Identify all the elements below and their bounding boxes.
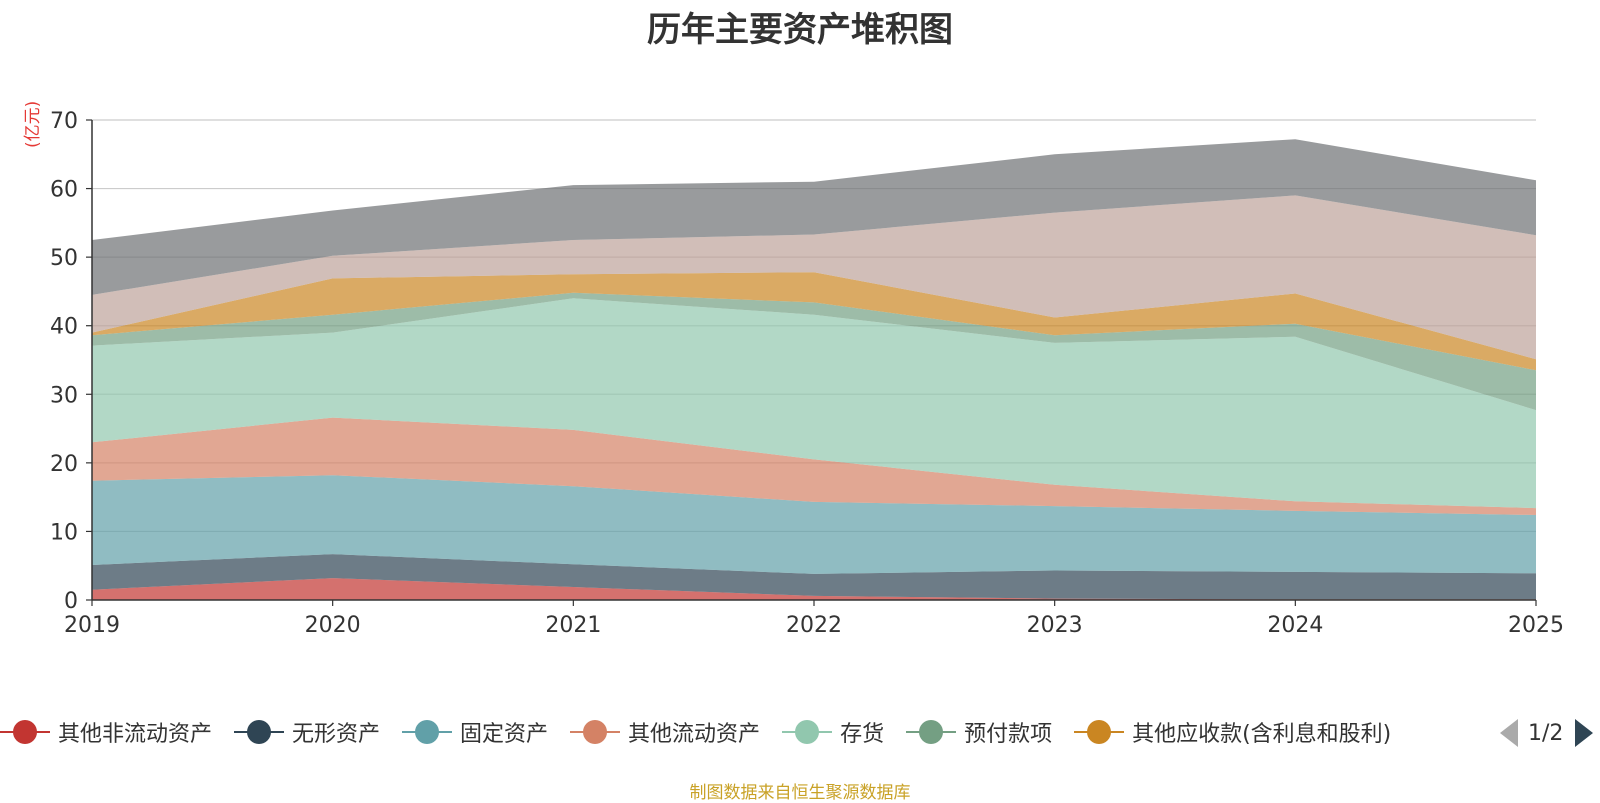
area-series-9	[92, 139, 1536, 295]
legend-item[interactable]: 固定资产	[402, 716, 548, 748]
legend-page-indicator: 1/2	[1528, 720, 1564, 746]
legend-marker-icon	[570, 720, 621, 744]
area-series-5	[92, 298, 1536, 509]
area-series-4	[92, 417, 1536, 515]
legend-label: 存货	[840, 722, 885, 747]
legend-item[interactable]: 无形资产	[234, 716, 380, 748]
legend-label: 其他非流动资产	[58, 722, 213, 747]
legend-prev-page-icon[interactable]	[1500, 719, 1518, 747]
chart-title: 历年主要资产堆积图	[647, 10, 953, 50]
legend-label: 其他应收款(含利息和股利)	[1132, 722, 1392, 747]
area-series-3	[92, 475, 1536, 574]
legend-marker-icon	[1074, 720, 1125, 744]
legend-item[interactable]: 存货	[782, 716, 884, 748]
y-tick-label: 10	[50, 520, 78, 545]
x-tick-label: 2024	[1267, 613, 1323, 638]
legend-label: 无形资产	[292, 722, 381, 747]
area-series-2	[92, 554, 1536, 600]
legend-label: 其他流动资产	[628, 722, 761, 747]
y-tick-label: 70	[50, 109, 78, 134]
x-tick-label: 2020	[305, 613, 361, 638]
area-series-8	[92, 195, 1536, 360]
y-tick-label: 60	[50, 178, 78, 203]
legend-item[interactable]: 其他流动资产	[570, 716, 760, 748]
legend-marker-icon	[402, 720, 453, 744]
legend-marker-icon	[906, 720, 957, 744]
legend-label: 固定资产	[460, 722, 549, 747]
area-series-7	[92, 272, 1536, 371]
legend-next-page-icon[interactable]	[1575, 719, 1594, 747]
legend-label: 预付款项	[964, 722, 1053, 747]
data-source-note: 制图数据来自恒生聚源数据库	[689, 783, 911, 803]
legend-marker-icon	[782, 720, 833, 744]
x-tick-label: 2021	[545, 613, 601, 638]
legend-item[interactable]: 其他应收款(含利息和股利)	[1074, 716, 1391, 748]
x-tick-label: 2025	[1508, 613, 1564, 638]
legend: 其他非流动资产 无形资产 固定资产 其他流动资产 存货 预付款项 其他应收款(含…	[0, 712, 1600, 752]
area-series-1	[92, 578, 1536, 600]
y-tick-label: 0	[64, 589, 78, 614]
x-tick-label: 2019	[64, 613, 120, 638]
x-tick-label: 2023	[1027, 613, 1083, 638]
legend-marker-icon	[234, 720, 285, 744]
y-tick-label: 20	[50, 452, 78, 477]
x-tick-label: 2022	[786, 613, 842, 638]
legend-item[interactable]: 其他非流动资产	[0, 716, 212, 748]
legend-pager: 1/2	[1500, 718, 1600, 748]
y-tick-label: 40	[50, 315, 78, 340]
legend-marker-icon	[0, 720, 50, 744]
legend-item[interactable]: 预付款项	[906, 716, 1052, 748]
y-tick-label: 50	[50, 246, 78, 271]
y-tick-label: 30	[50, 383, 78, 408]
